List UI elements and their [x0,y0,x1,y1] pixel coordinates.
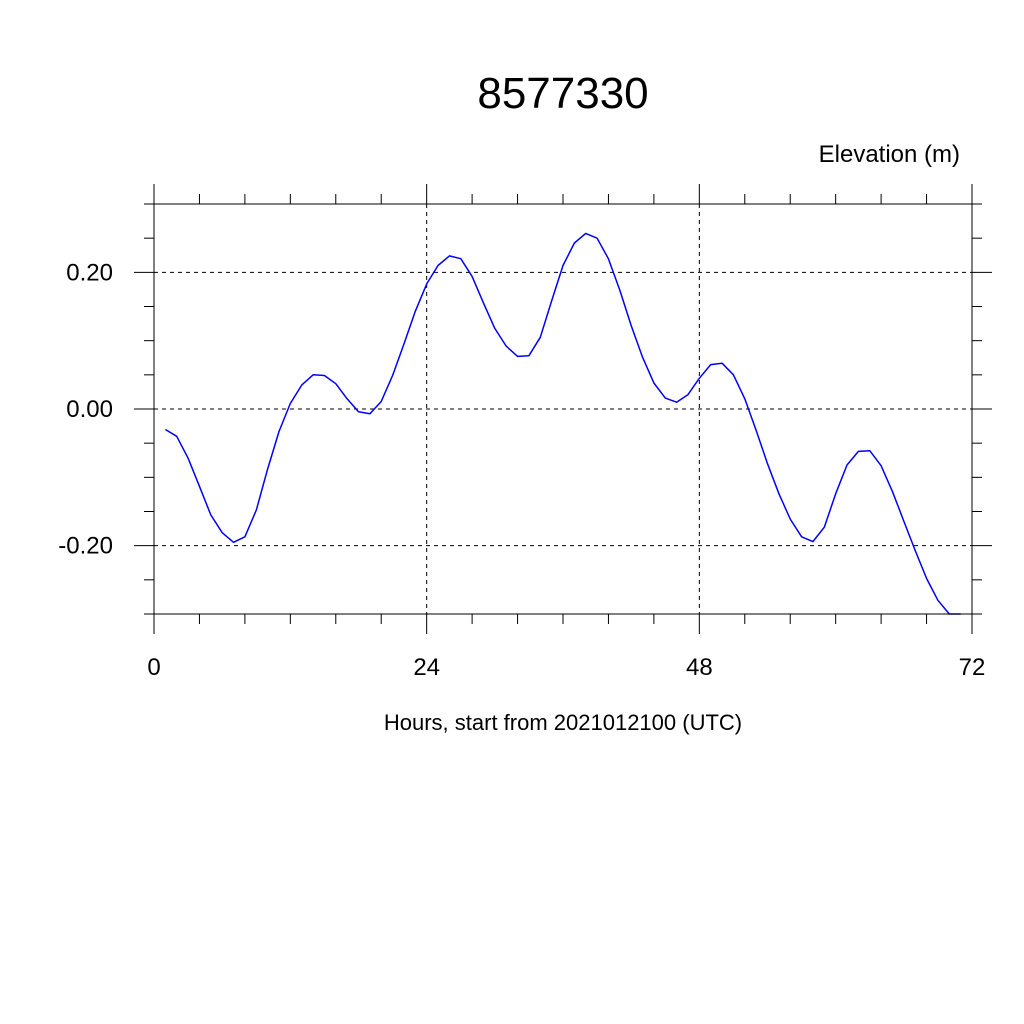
x-tick-label: 48 [686,654,713,681]
x-tick-label: 24 [413,654,440,681]
grid [153,204,973,614]
x-tick-label: 0 [147,654,160,681]
x-tick-label: 72 [959,654,986,681]
x-axis-label: Hours, start from 2021012100 (UTC) [384,710,742,735]
series-layer [165,232,961,615]
chart-title: 8577330 [477,69,648,118]
tick-labels: 0 24 48 72 -0.20 0.00 0.20 [58,259,985,681]
series-line [165,232,961,615]
y-axis-label: Elevation (m) [819,141,960,168]
y-tick-label: -0.20 [58,533,113,560]
y-tick-label: 0.20 [66,259,113,286]
plot-frame [153,203,973,615]
axis-ticks [134,184,992,634]
y-tick-label: 0.00 [66,396,113,423]
